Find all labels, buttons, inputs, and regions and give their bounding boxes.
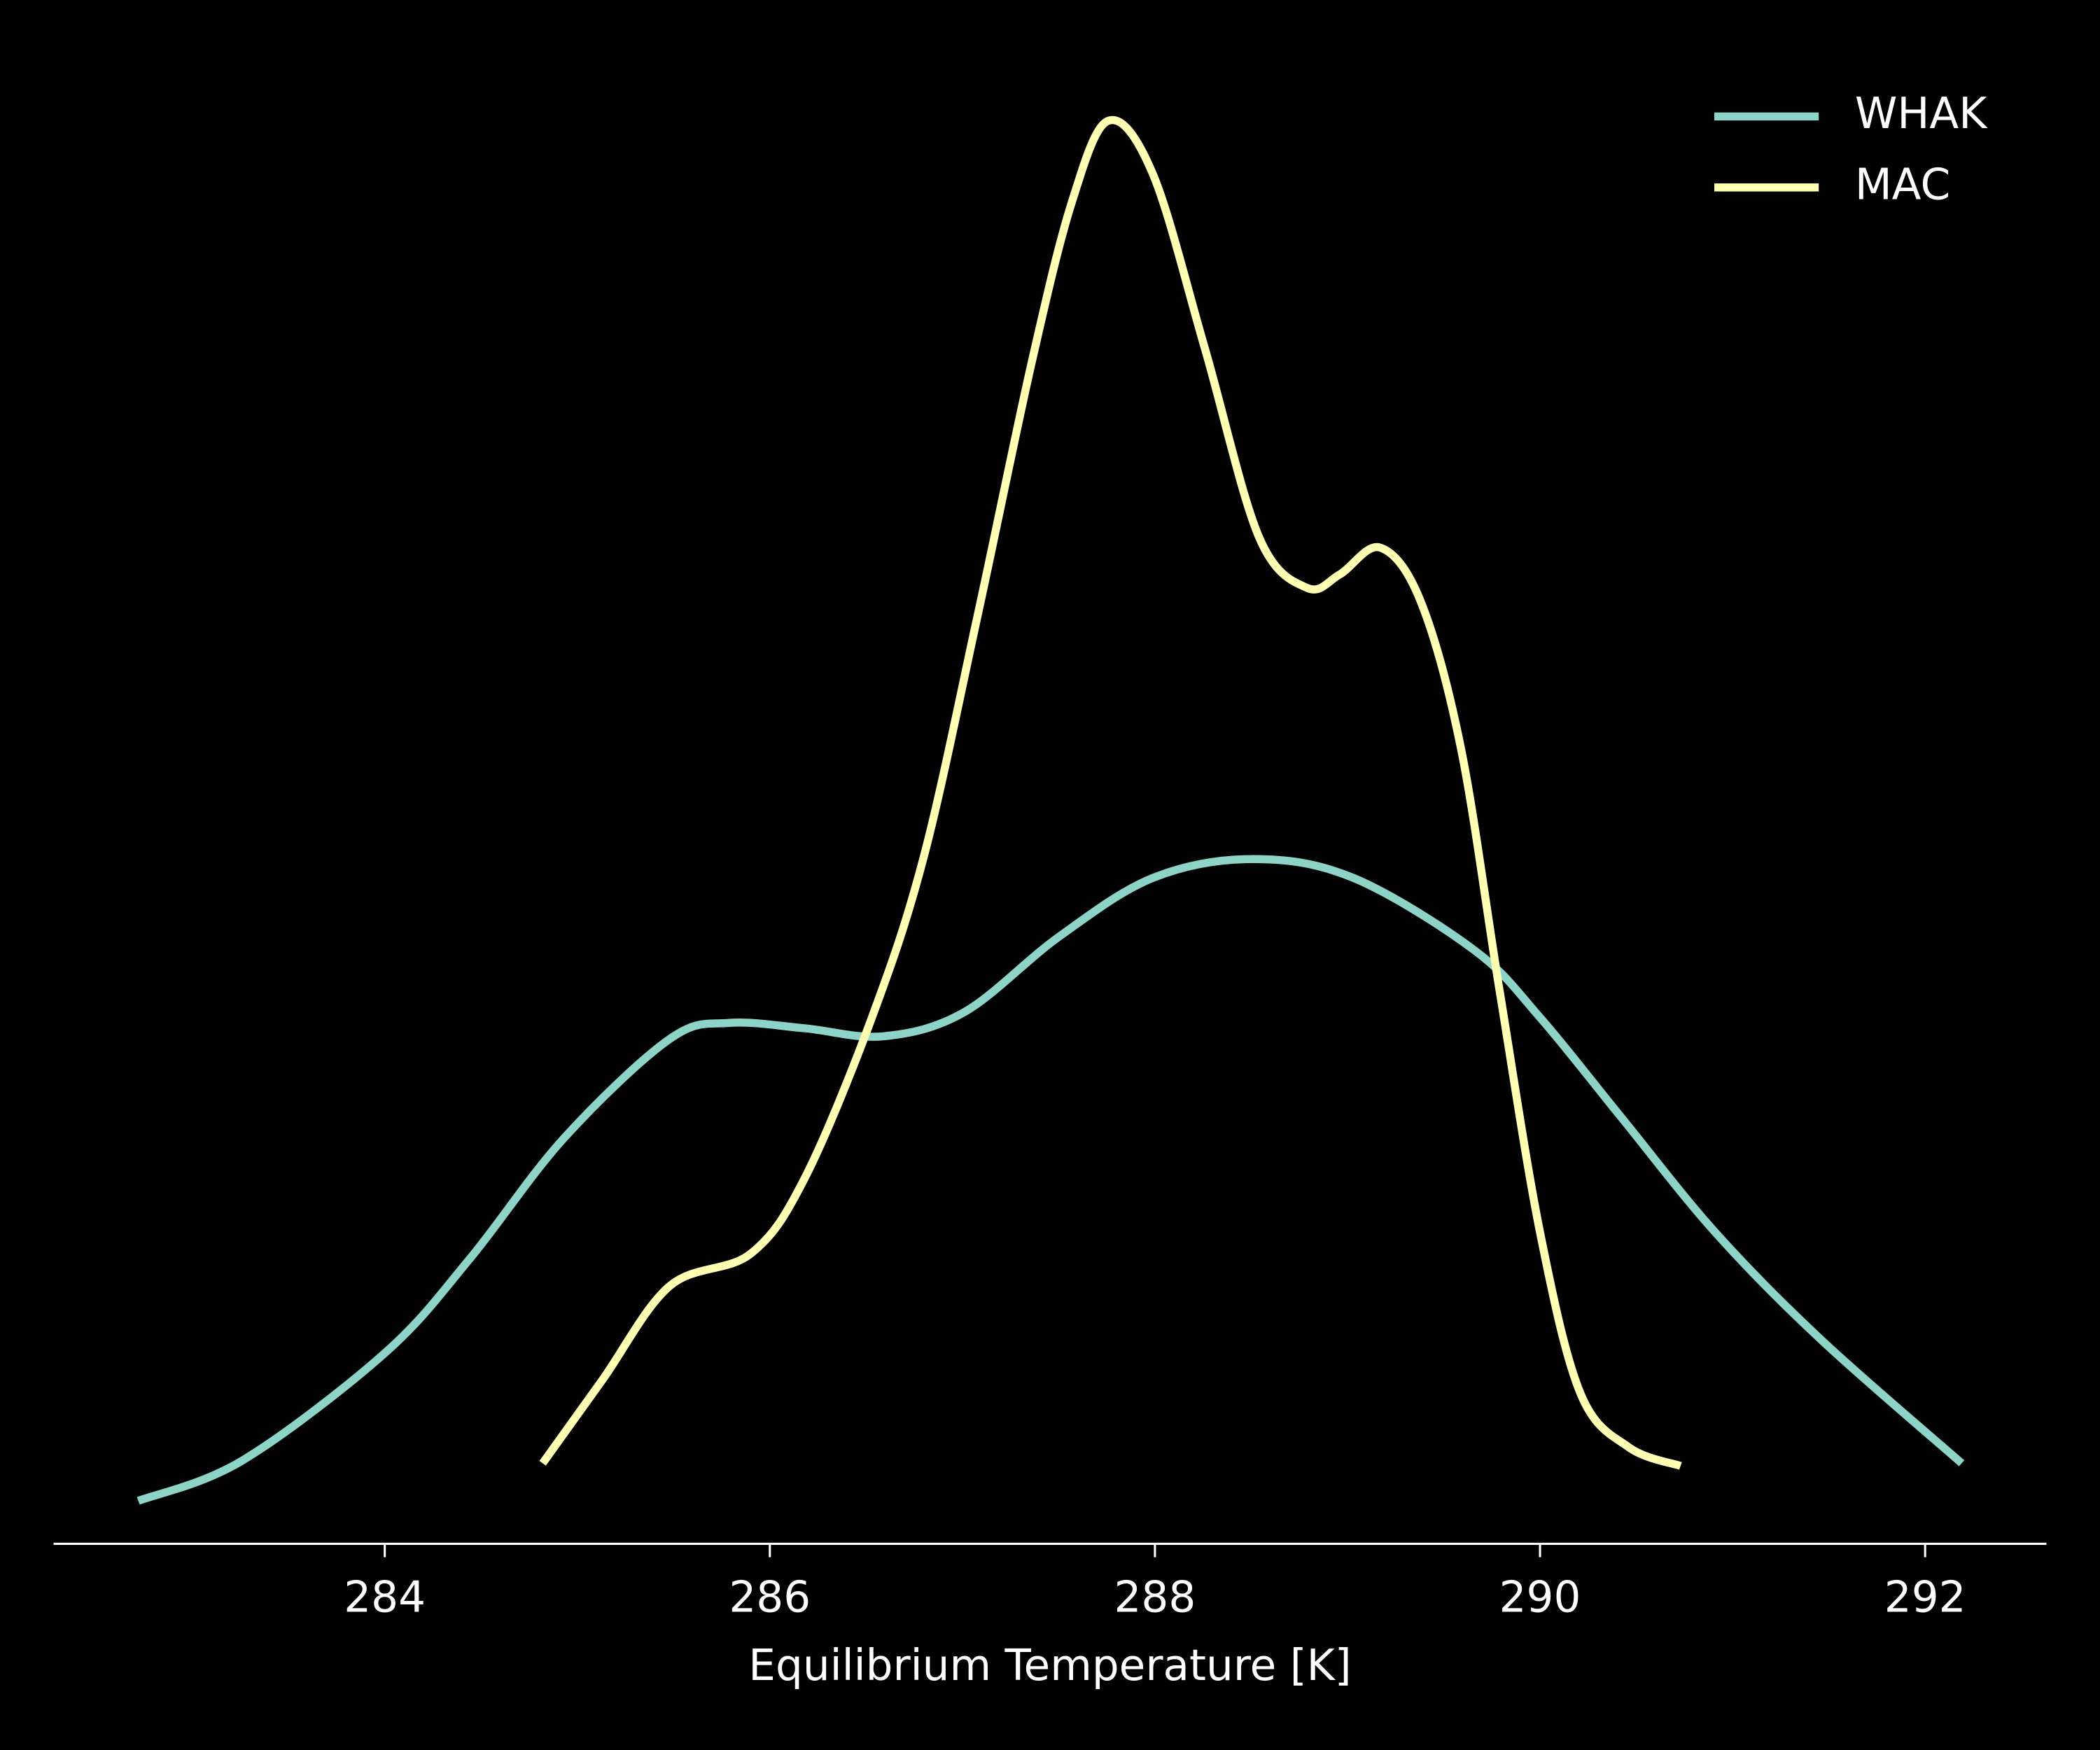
x-axis-label: Equilibrium Temperature [K]	[748, 1641, 1351, 1690]
kde-line	[539, 115, 1682, 1470]
x-tick-label: 290	[1499, 1572, 1581, 1622]
x-tick-label: 288	[1114, 1572, 1196, 1622]
x-tick-label: 292	[1884, 1572, 1966, 1622]
legend-label: MAC	[1855, 160, 1950, 209]
x-tick-label: 284	[344, 1572, 426, 1622]
x-tick-label: 286	[729, 1572, 811, 1622]
legend-label: WHAK	[1855, 89, 1988, 139]
kde-line	[136, 855, 1965, 1505]
